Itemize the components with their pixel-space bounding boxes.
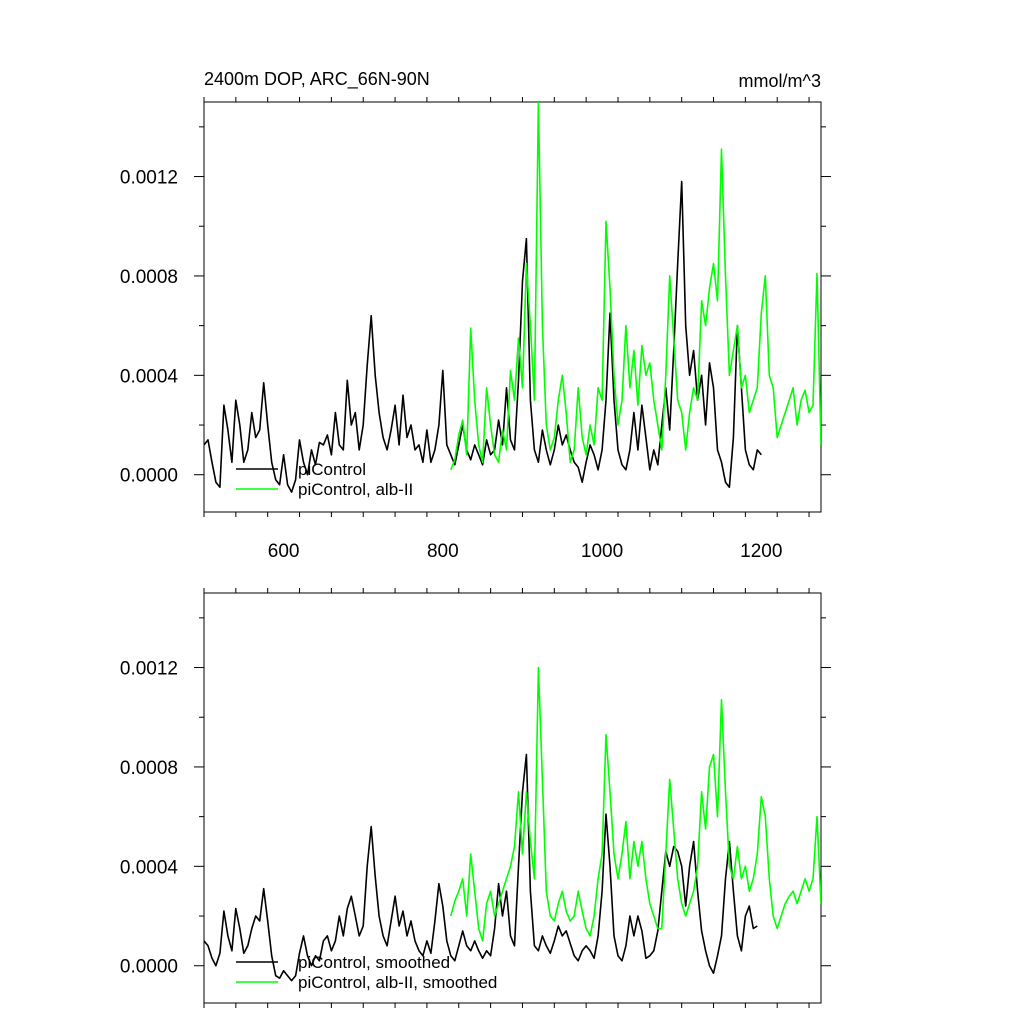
y-tick-label: 0.0004 [120, 366, 179, 387]
series-line-picontrol [204, 180, 762, 493]
chart-title: 2400m DOP, ARC_66N-90N [204, 69, 430, 90]
series-line-picontrol-alb-ii [450, 102, 821, 471]
units-label: mmol/m^3 [739, 71, 821, 91]
plot-frame [203, 592, 822, 1004]
x-tick-label: 800 [427, 541, 459, 562]
x-tick-label: 1000 [581, 541, 623, 562]
top-panel: 0.0000 0.0004 0.0008 0.0012 600 800 1000 1200 24… [120, 69, 831, 562]
plot-frame [203, 101, 822, 513]
x-tick-label: 1200 [740, 541, 782, 562]
y-tick-label: 0.0000 [120, 466, 178, 487]
y-tick-label: 0.0000 [120, 957, 178, 978]
y-tick-label: 0.0008 [120, 758, 178, 779]
y-tick-label: 0.0004 [120, 857, 179, 878]
legend-label: piControl, alb-II [298, 480, 413, 499]
legend-label: piControl, smoothed [298, 953, 450, 972]
x-tick-label: 600 [268, 541, 300, 562]
bottom-panel: 0.0000 0.0004 0.0008 0.0012 piControl, smoot… [120, 588, 831, 1008]
y-tick-label: 0.0012 [120, 659, 178, 680]
legend-label: piControl [298, 460, 366, 479]
y-tick-label: 0.0012 [120, 168, 178, 189]
series-line-picontrol-alb-ii [450, 666, 821, 942]
series-line-picontrol [204, 753, 758, 982]
legend-label: piControl, alb-II, smoothed [298, 973, 497, 992]
y-tick-label: 0.0008 [120, 267, 178, 288]
